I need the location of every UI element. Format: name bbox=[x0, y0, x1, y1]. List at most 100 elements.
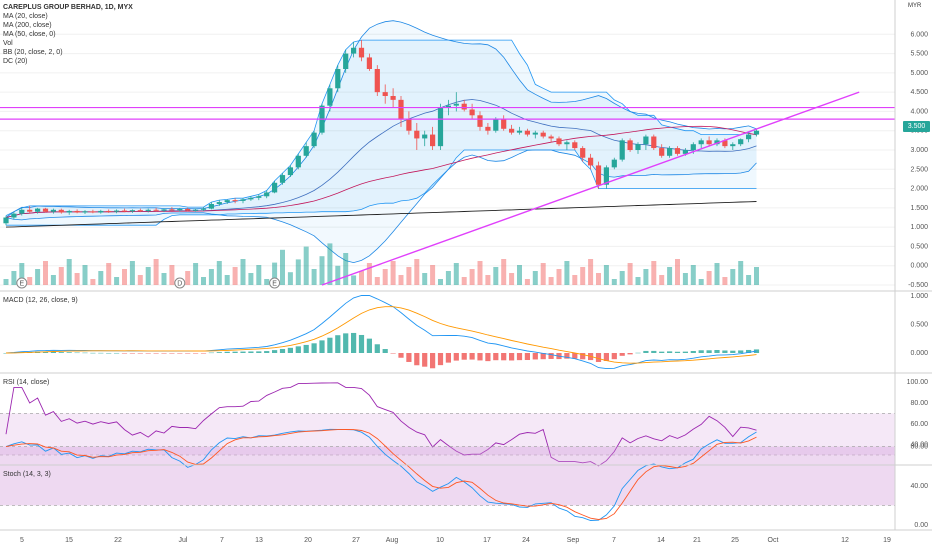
price-tick-label: 2.500 bbox=[910, 166, 928, 173]
volume-bar bbox=[161, 273, 167, 285]
volume-bar bbox=[114, 277, 120, 285]
bollinger-lower bbox=[5, 149, 757, 264]
macd-histogram-bar bbox=[730, 350, 736, 353]
candle-body bbox=[485, 126, 491, 131]
volume-bar bbox=[185, 271, 191, 285]
volume-bar bbox=[461, 277, 467, 285]
macd-pane[interactable] bbox=[3, 294, 760, 370]
price-tick-label: 3.000 bbox=[910, 147, 928, 154]
macd-histogram-bar bbox=[145, 353, 151, 354]
stoch-tick-label: 0.00 bbox=[914, 522, 928, 529]
stoch-legend[interactable]: Stoch (14, 3, 3) bbox=[3, 471, 51, 478]
rsi-tick-label: 80.00 bbox=[910, 400, 928, 407]
x-tick-label: 27 bbox=[352, 537, 360, 544]
candle-body bbox=[240, 199, 246, 201]
ma50-line bbox=[5, 125, 757, 218]
rsi-pane[interactable] bbox=[0, 382, 895, 467]
macd-histogram-bar bbox=[193, 353, 199, 354]
volume-bar bbox=[524, 279, 530, 285]
candle-body bbox=[279, 175, 286, 183]
volume-bar bbox=[730, 269, 736, 285]
macd-histogram-bar bbox=[351, 332, 357, 353]
macd-legend[interactable]: MACD (12, 26, close, 9) bbox=[3, 297, 78, 304]
volume-bar bbox=[493, 267, 499, 285]
volume-bar bbox=[43, 261, 48, 285]
macd-histogram-bar bbox=[595, 353, 602, 362]
candle-body bbox=[82, 211, 88, 213]
candle-body bbox=[635, 144, 641, 150]
macd-histogram-bar bbox=[382, 349, 388, 353]
candle-body bbox=[106, 210, 112, 212]
earnings-marker: D bbox=[174, 277, 186, 289]
candle-body bbox=[153, 209, 159, 211]
x-tick-label: 24 bbox=[522, 537, 530, 544]
volume-bar bbox=[517, 265, 522, 285]
candle-body bbox=[161, 209, 167, 211]
macd-histogram-bar bbox=[185, 353, 191, 354]
macd-histogram-bar bbox=[216, 352, 222, 353]
macd-histogram-bar bbox=[540, 353, 546, 360]
x-tick-label: 22 bbox=[114, 537, 122, 544]
candle-body bbox=[564, 142, 570, 145]
macd-histogram-bar bbox=[358, 334, 365, 353]
legend-vol[interactable]: Vol bbox=[3, 40, 13, 47]
candle-body bbox=[532, 132, 538, 135]
candle-body bbox=[667, 148, 673, 156]
volume-bar bbox=[714, 263, 720, 285]
macd-histogram-bar bbox=[548, 353, 554, 359]
earnings-marker-label: E bbox=[272, 281, 277, 288]
x-tick-label: Sep bbox=[567, 537, 580, 544]
earnings-marker: E bbox=[269, 277, 281, 289]
macd-histogram-bar bbox=[706, 350, 712, 353]
candle-body bbox=[548, 136, 554, 139]
candle-body bbox=[414, 130, 420, 139]
macd-histogram-bar bbox=[398, 353, 404, 358]
candle-body bbox=[11, 213, 17, 218]
legend-dc[interactable]: DC (20) bbox=[3, 58, 28, 65]
volume-bar bbox=[98, 271, 104, 285]
volume-bar bbox=[208, 269, 214, 285]
volume-bar bbox=[627, 263, 633, 285]
macd-histogram-bar bbox=[303, 344, 309, 353]
volume-bar bbox=[335, 265, 341, 285]
macd-histogram-bar bbox=[161, 353, 167, 354]
macd-histogram-bar bbox=[42, 351, 49, 353]
volume-bar bbox=[398, 275, 404, 285]
legend-ma50[interactable]: MA (50, close, 0) bbox=[3, 31, 56, 38]
macd-tick-label: 0.500 bbox=[910, 322, 928, 329]
macd-histogram-bar bbox=[572, 353, 578, 359]
x-tick-label: Jul bbox=[179, 537, 188, 544]
price-tick-label: 2.000 bbox=[910, 186, 928, 193]
x-tick-label: 10 bbox=[436, 537, 444, 544]
macd-histogram-bar bbox=[509, 353, 515, 361]
volume-bar bbox=[635, 277, 641, 285]
volume-bar bbox=[722, 277, 728, 285]
macd-histogram-bar bbox=[611, 353, 617, 360]
volume-bar bbox=[153, 259, 159, 285]
volume-bar bbox=[422, 273, 428, 285]
volume-bar bbox=[596, 273, 601, 285]
macd-histogram-bar bbox=[232, 351, 238, 353]
candle-body bbox=[58, 209, 64, 213]
price-tick-label: 4.000 bbox=[910, 108, 928, 115]
x-tick-label: Aug bbox=[386, 537, 399, 544]
macd-histogram-bar bbox=[469, 353, 475, 360]
legend-ma200[interactable]: MA (200, close) bbox=[3, 22, 52, 29]
rsi-legend[interactable]: RSI (14, close) bbox=[3, 379, 50, 386]
price-tick-label: 0.500 bbox=[910, 243, 928, 250]
candle-body bbox=[335, 69, 341, 89]
x-tick-label: 13 bbox=[255, 537, 263, 544]
macd-histogram-bar bbox=[335, 335, 341, 353]
macd-histogram-bar bbox=[643, 350, 649, 353]
macd-histogram-bar bbox=[129, 353, 135, 354]
volume-bar bbox=[201, 277, 206, 285]
macd-histogram-bar bbox=[698, 350, 704, 353]
x-tick-label: Oct bbox=[768, 537, 779, 544]
stoch-pane[interactable] bbox=[0, 428, 895, 521]
candle-body bbox=[516, 130, 523, 133]
volume-bar bbox=[232, 267, 238, 285]
legend-bb[interactable]: BB (20, close, 2, 0) bbox=[3, 49, 63, 56]
legend-ma20[interactable]: MA (20, close) bbox=[3, 13, 48, 20]
